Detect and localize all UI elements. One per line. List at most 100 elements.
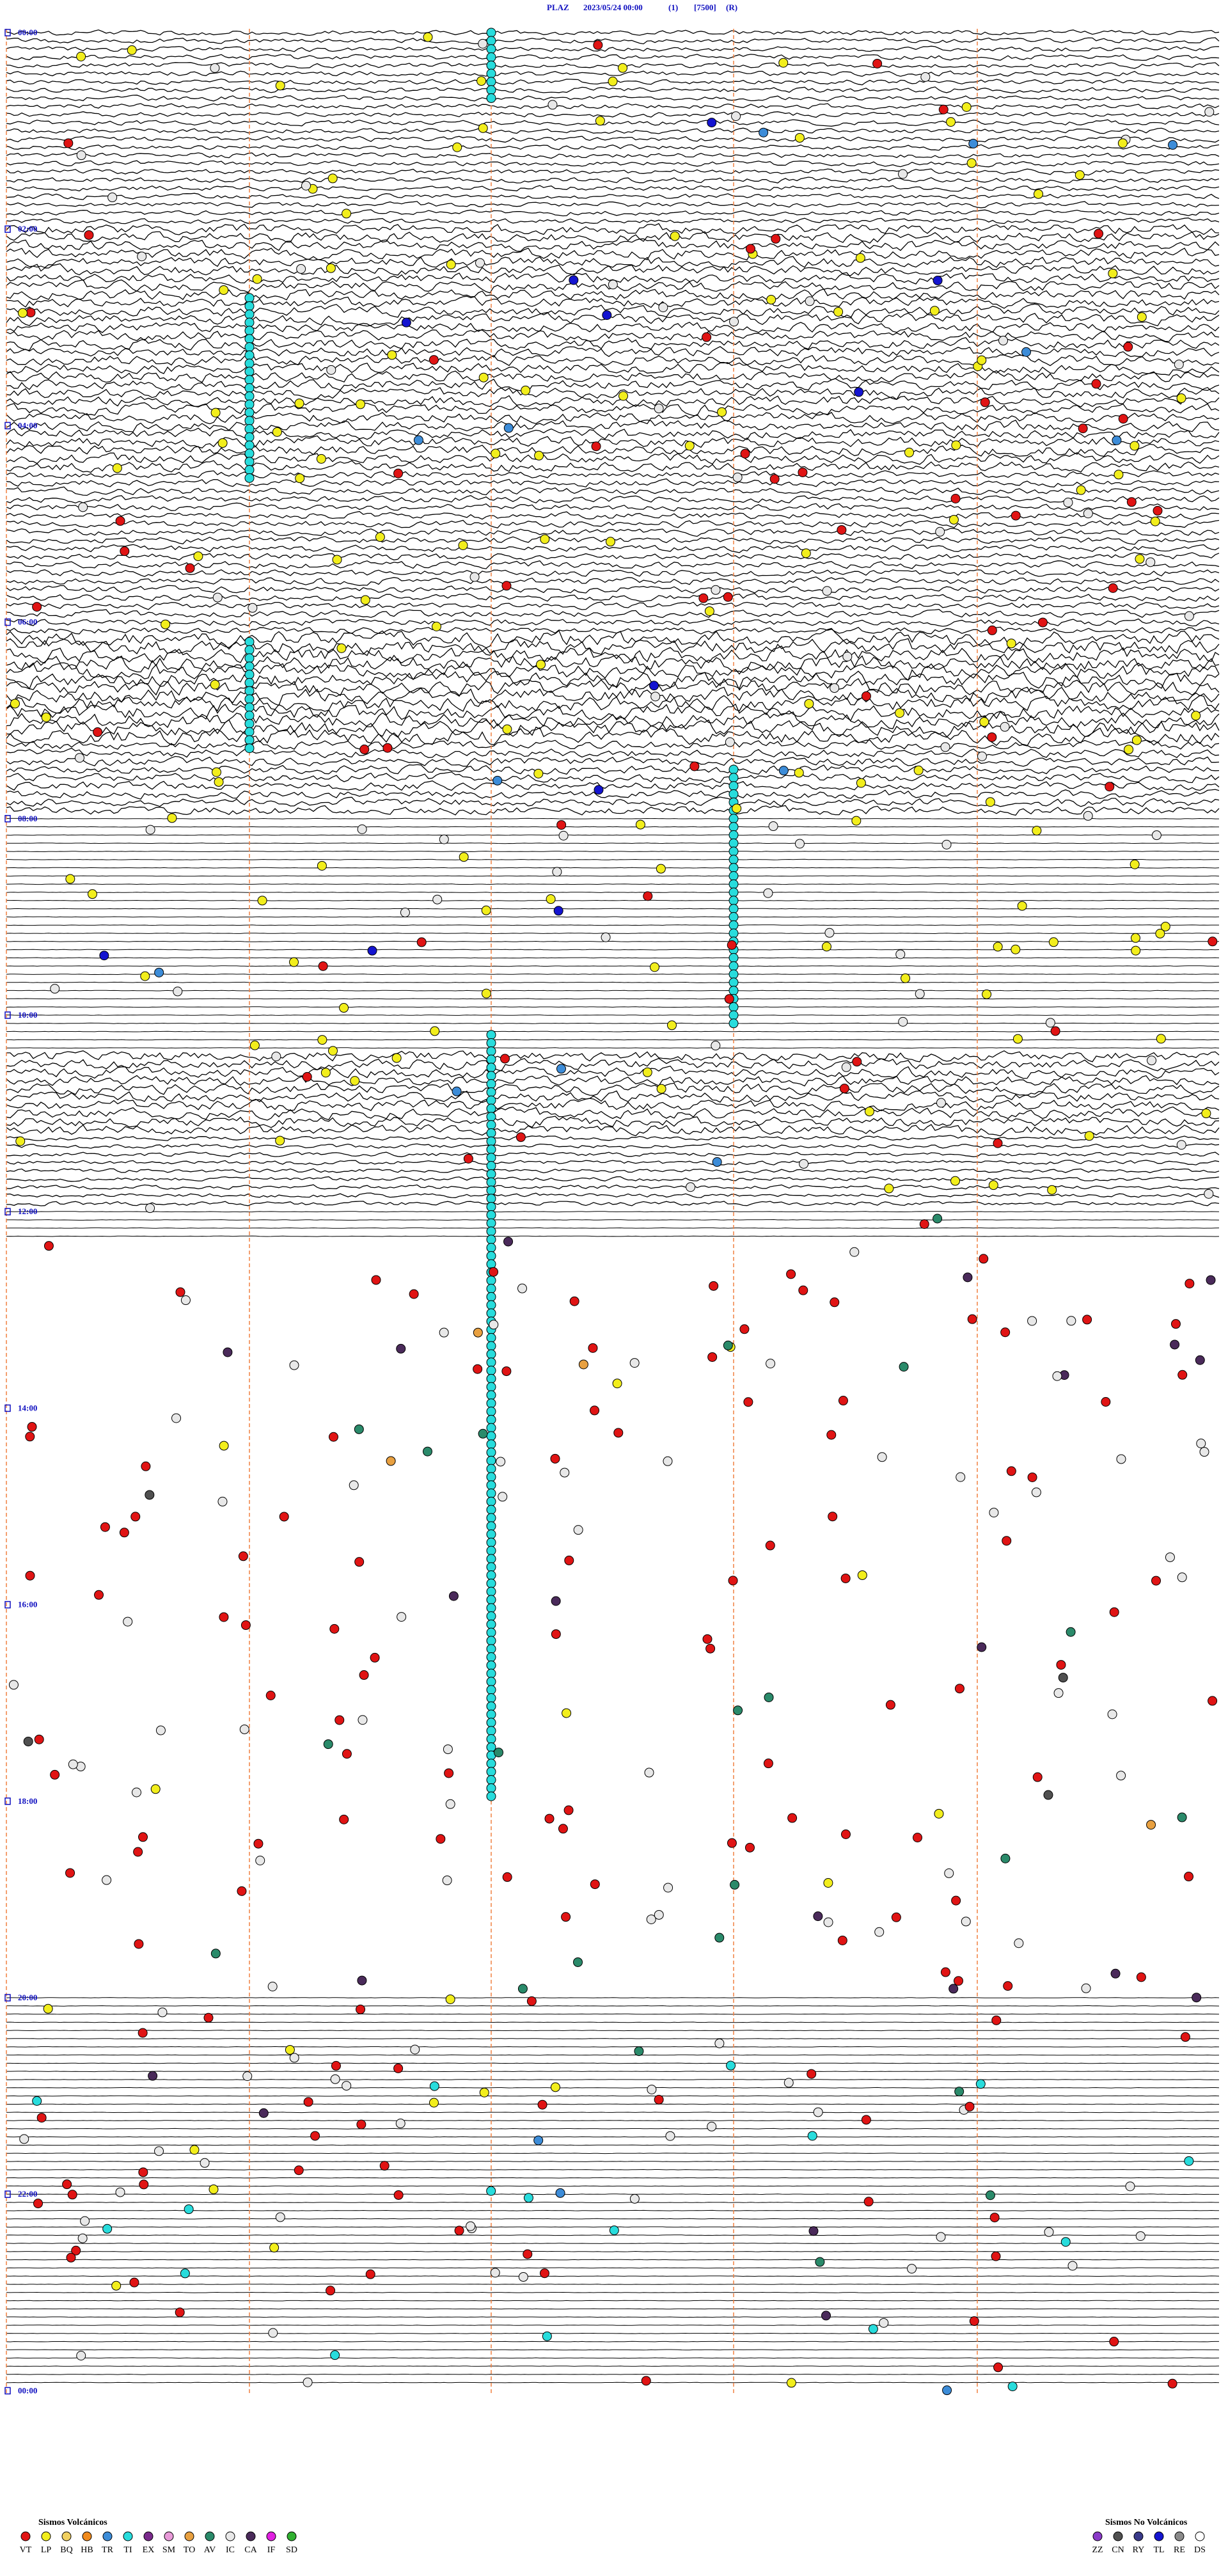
event-marker [486, 1734, 496, 1744]
event-marker [486, 1087, 496, 1097]
event-marker [1006, 1466, 1016, 1476]
event-marker [244, 399, 255, 409]
legend-code: TI [123, 2545, 132, 2555]
event-marker [393, 468, 404, 478]
event-marker [765, 1540, 775, 1551]
legend-dot [205, 2531, 215, 2541]
trace [6, 322, 1220, 333]
event-marker [323, 1739, 333, 1750]
event-marker [498, 1492, 508, 1502]
event-marker [1184, 1872, 1194, 1882]
event-marker [551, 1629, 561, 1640]
event-marker [1131, 735, 1142, 745]
trace [6, 703, 1220, 722]
event-marker [210, 679, 220, 690]
event-marker [1146, 1820, 1156, 1830]
event-marker [745, 244, 755, 254]
event-marker [698, 593, 709, 603]
event-marker [711, 585, 721, 595]
legend-code: RY [1133, 2545, 1145, 2555]
event-marker [988, 1180, 998, 1190]
hour-label: 04:00 [18, 420, 37, 430]
event-marker [137, 251, 147, 262]
event-marker [895, 708, 905, 718]
trace [6, 2291, 1220, 2293]
event-marker [728, 781, 739, 791]
trace [6, 362, 1220, 376]
trace [6, 95, 1220, 102]
event-marker [987, 625, 997, 635]
event-marker [145, 1203, 155, 1213]
event-marker [478, 123, 488, 133]
event-marker [728, 977, 739, 988]
legend-dot [1195, 2531, 1205, 2541]
event-marker [1176, 393, 1186, 404]
event-marker [933, 275, 943, 285]
event-marker [929, 306, 940, 316]
trace [6, 2062, 1220, 2064]
event-marker [94, 1590, 104, 1600]
event-marker [23, 1736, 33, 1746]
trace [6, 2243, 1220, 2244]
event-marker [830, 683, 840, 693]
event-marker [650, 962, 660, 972]
event-marker [184, 2204, 194, 2215]
event-marker [656, 864, 666, 874]
event-marker [486, 1677, 496, 1687]
event-marker [242, 2071, 253, 2082]
event-marker [728, 1576, 738, 1586]
station: PLAZ [547, 3, 569, 12]
event-marker [486, 1243, 496, 1253]
event-marker [486, 1063, 496, 1073]
event-marker [439, 1327, 449, 1338]
event-marker [486, 1701, 496, 1711]
event-marker [486, 1194, 496, 1204]
trace [6, 867, 1220, 869]
event-marker [950, 1176, 961, 1186]
event-marker [766, 294, 776, 304]
event-marker [486, 85, 496, 95]
legend-code: TL [1153, 2545, 1164, 2555]
event-marker [641, 2376, 651, 2386]
trace [6, 2046, 1220, 2048]
event-marker [486, 1332, 496, 1343]
event-marker [634, 2046, 644, 2057]
event-marker [486, 1513, 496, 1523]
event-marker [1082, 1315, 1092, 1325]
hour-label: 02:00 [18, 224, 37, 233]
event-marker [481, 988, 491, 999]
event-marker [486, 1758, 496, 1769]
hour-marker [4, 1011, 11, 1019]
event-marker [486, 1595, 496, 1605]
trace [6, 2202, 1219, 2203]
event-marker [295, 473, 305, 484]
event-marker [244, 711, 255, 721]
legend-dot [1113, 2531, 1123, 2541]
event-marker [492, 775, 503, 786]
event-marker [41, 712, 51, 722]
event-marker [303, 2377, 313, 2387]
trace [6, 2250, 1220, 2252]
trace [6, 2103, 1220, 2105]
event-marker [486, 1660, 496, 1670]
event-marker [486, 1709, 496, 1719]
event-marker [712, 1157, 722, 1167]
event-marker [985, 797, 995, 807]
hour-marker [4, 1994, 11, 2002]
event-marker [318, 961, 328, 971]
event-marker [1151, 1576, 1161, 1586]
event-marker [877, 1452, 887, 1462]
hour-marker [4, 29, 11, 36]
legend-dot [61, 2531, 72, 2541]
event-marker [763, 888, 773, 898]
trace [6, 1176, 1220, 1182]
event-marker [237, 1886, 247, 1896]
event-marker [689, 761, 700, 771]
trace [6, 1031, 1220, 1032]
event-marker [244, 317, 255, 328]
trace [6, 1065, 1220, 1079]
event-marker [562, 1708, 572, 1718]
event-marker [656, 1084, 666, 1094]
legend-code: TO [184, 2545, 195, 2555]
event-marker [874, 1927, 885, 1937]
